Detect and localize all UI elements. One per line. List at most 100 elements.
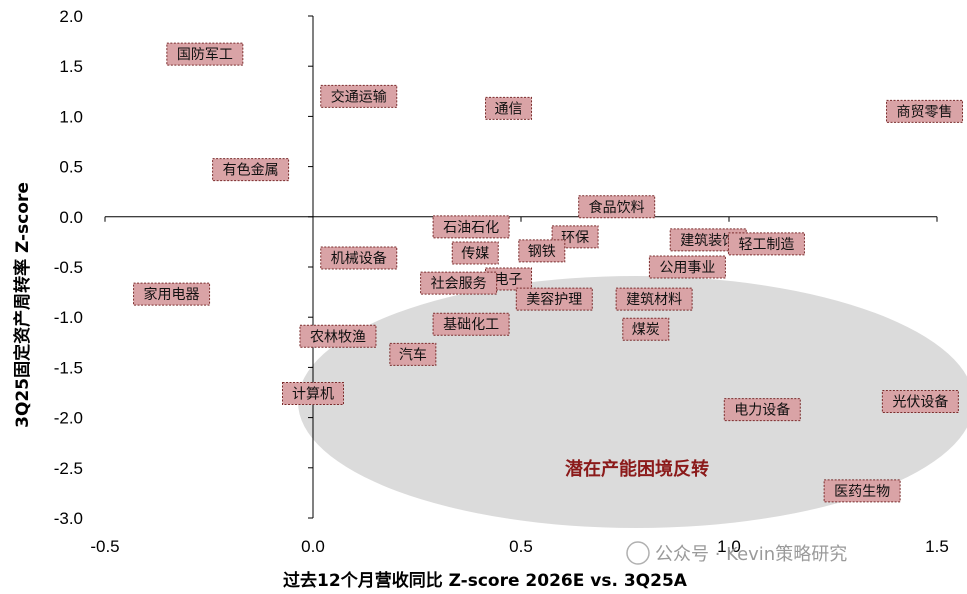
point-label: 机械设备 (331, 250, 387, 267)
point-label: 汽车 (399, 346, 427, 363)
point-label-box (622, 317, 670, 341)
data-point: 计算机 (282, 382, 344, 406)
data-point: 通信 (485, 96, 533, 120)
y-tick-label: -2.0 (54, 409, 83, 428)
data-point: 石油石化 (432, 215, 510, 239)
point-label: 钢铁 (528, 244, 556, 260)
y-tick-label: -2.5 (54, 459, 83, 478)
point-label-box (669, 228, 747, 252)
point-label-box (320, 246, 398, 270)
y-tick-label: 0.0 (59, 208, 83, 227)
point-label-box (133, 282, 211, 306)
point-label: 建筑材料 (626, 292, 682, 308)
y-tick-label: 1.0 (59, 107, 83, 126)
y-tick-label: 0.5 (59, 158, 83, 177)
point-label-box (485, 96, 533, 120)
point-label: 家用电器 (144, 286, 200, 303)
point-label: 环保 (561, 230, 589, 246)
point-label-box (420, 271, 498, 295)
x-tick-label: 1.0 (717, 537, 741, 556)
y-tick-label: -3.0 (54, 509, 83, 528)
point-label: 电子 (495, 272, 523, 288)
point-label: 有色金属 (223, 162, 279, 179)
point-label: 光伏设备 (892, 394, 948, 411)
x-tick-label: -0.5 (90, 537, 119, 556)
point-label-box (432, 215, 510, 239)
data-point: 农林牧渔 (299, 324, 377, 348)
point-label-box (823, 479, 901, 503)
data-point: 商贸零售 (886, 99, 964, 123)
y-axis-title: 3Q25固定资产周转率 Z-score (12, 182, 33, 428)
x-axis-title: 过去12个月营收同比 Z-score 2026E vs. 3Q25A (283, 570, 688, 591)
point-label-box (886, 99, 964, 123)
point-label: 国防军工 (177, 47, 233, 63)
data-point: 光伏设备 (881, 390, 959, 414)
point-label: 食品饮料 (589, 199, 645, 216)
point-label: 通信 (495, 101, 523, 117)
point-label: 商贸零售 (897, 104, 953, 120)
y-tick-label: -1.0 (54, 308, 83, 327)
data-point: 机械设备 (320, 246, 398, 270)
point-label-box (212, 158, 290, 182)
data-point: 汽车 (389, 342, 437, 366)
watermark: 公众号 · Kevin策略研究 (626, 541, 847, 565)
point-label-box (299, 324, 377, 348)
x-tick-label: 0.5 (509, 537, 533, 556)
point-label-box (723, 398, 801, 422)
data-point: 公用事业 (648, 255, 726, 279)
point-label-box (432, 312, 510, 336)
data-point: 钢铁 (518, 239, 566, 263)
data-point: 国防军工 (166, 42, 244, 66)
data-point: 电力设备 (723, 398, 801, 422)
point-label: 电力设备 (734, 402, 790, 419)
point-label-box (166, 42, 244, 66)
point-label: 煤炭 (632, 322, 660, 338)
point-label: 传媒 (461, 246, 489, 262)
y-tick-label: -0.5 (54, 258, 83, 277)
y-tick-label: -1.5 (54, 358, 83, 377)
point-label: 美容护理 (526, 291, 582, 308)
point-label: 医药生物 (834, 484, 890, 500)
point-label-box (648, 255, 726, 279)
point-label: 基础化工 (443, 316, 499, 333)
data-point: 基础化工 (432, 312, 510, 336)
annotation-text: 潜在产能困境反转 (565, 458, 709, 480)
point-label: 公用事业 (659, 260, 715, 276)
point-label-box (518, 239, 566, 263)
point-label-box (389, 342, 437, 366)
data-point: 建筑装饰 (669, 228, 747, 252)
point-label-box (881, 390, 959, 414)
point-label: 交通运输 (331, 88, 387, 105)
point-label: 社会服务 (431, 276, 487, 292)
point-label: 轻工制造 (738, 237, 794, 253)
data-point: 家用电器 (133, 282, 211, 306)
point-label-box (282, 382, 344, 406)
highlight-ellipse (298, 276, 967, 528)
data-point: 食品饮料 (578, 195, 656, 219)
point-label-box (727, 232, 805, 256)
y-tick-label: 2.0 (59, 7, 83, 26)
point-label-box (615, 287, 693, 311)
x-tick-label: 0.0 (301, 537, 325, 556)
data-point: 传媒 (451, 241, 499, 265)
data-point: 有色金属 (212, 158, 290, 182)
x-tick-label: 1.5 (925, 537, 949, 556)
data-point: 交通运输 (320, 84, 398, 108)
data-point: 建筑材料 (615, 287, 693, 311)
data-point: 环保 (551, 225, 599, 249)
y-tick-label: 1.5 (59, 57, 83, 76)
point-label: 石油石化 (443, 220, 499, 236)
point-label-box (451, 241, 499, 265)
point-label: 农林牧渔 (310, 329, 366, 345)
point-label-box (515, 287, 593, 311)
data-point: 社会服务 (420, 271, 498, 295)
data-point: 煤炭 (622, 317, 670, 341)
watermark-text: 公众号 · Kevin策略研究 (655, 544, 847, 565)
data-point: 美容护理 (515, 287, 593, 311)
data-point: 医药生物 (823, 479, 901, 503)
wechat-icon (626, 541, 650, 565)
point-label: 建筑装饰 (680, 233, 736, 249)
point-label-box (578, 195, 656, 219)
data-point: 轻工制造 (727, 232, 805, 256)
